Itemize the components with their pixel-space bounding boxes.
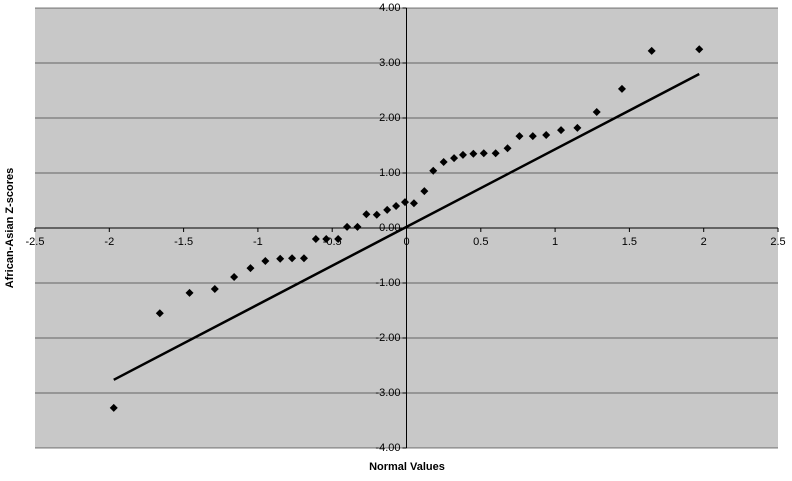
data-point bbox=[322, 235, 331, 243]
data-point bbox=[479, 149, 488, 158]
data-point bbox=[617, 84, 626, 93]
data-point bbox=[246, 264, 255, 273]
x-tick-label: 2 bbox=[701, 236, 707, 248]
y-axis-title: African-Asian Z-scores bbox=[4, 168, 16, 288]
data-point bbox=[409, 199, 418, 208]
data-point bbox=[542, 131, 551, 140]
data-point bbox=[155, 309, 164, 318]
y-tick-label: -3.00 bbox=[375, 387, 400, 399]
data-point bbox=[210, 285, 219, 294]
data-point bbox=[515, 132, 524, 141]
data-point bbox=[276, 254, 285, 263]
data-point bbox=[491, 149, 500, 158]
x-tick-label: 1.5 bbox=[622, 236, 637, 248]
data-point bbox=[573, 123, 582, 132]
y-tick-label: -4.00 bbox=[375, 442, 400, 454]
data-point bbox=[299, 254, 308, 263]
data-point bbox=[230, 272, 239, 281]
data-point bbox=[695, 45, 704, 54]
data-point bbox=[392, 202, 401, 210]
data-point bbox=[592, 107, 601, 116]
data-point bbox=[311, 235, 320, 243]
data-point bbox=[557, 126, 566, 135]
data-point bbox=[334, 235, 343, 243]
data-point bbox=[439, 158, 448, 166]
data-point bbox=[372, 210, 381, 219]
data-point bbox=[503, 144, 512, 153]
x-tick-label: -1 bbox=[253, 236, 263, 248]
y-tick-label: 4.00 bbox=[379, 2, 400, 14]
data-point bbox=[528, 132, 537, 141]
fit-line bbox=[113, 72, 700, 381]
data-point bbox=[429, 166, 438, 175]
data-point bbox=[288, 254, 297, 263]
data-point bbox=[420, 187, 429, 196]
data-point bbox=[450, 154, 459, 163]
data-point bbox=[343, 222, 352, 231]
x-tick-label: -1.5 bbox=[174, 236, 193, 248]
data-point bbox=[401, 198, 410, 207]
data-point bbox=[109, 403, 118, 412]
y-tick-label: 3.00 bbox=[379, 57, 400, 69]
data-point bbox=[647, 46, 656, 55]
data-point bbox=[261, 257, 270, 265]
y-tick-label: 1.00 bbox=[379, 167, 400, 179]
x-tick-label: -2.5 bbox=[26, 236, 45, 248]
data-point bbox=[469, 149, 478, 158]
y-tick-label: -2.00 bbox=[375, 332, 400, 344]
x-tick-label: -2 bbox=[104, 236, 114, 248]
data-point bbox=[353, 222, 362, 231]
data-point bbox=[362, 210, 371, 219]
x-tick-label: 1 bbox=[552, 236, 558, 248]
data-point bbox=[185, 288, 194, 297]
x-tick-label: 2.5 bbox=[770, 236, 785, 248]
data-point bbox=[458, 150, 467, 159]
y-tick-label: 2.00 bbox=[379, 112, 400, 124]
y-tick-label: -1.00 bbox=[375, 277, 400, 289]
x-axis-title: Normal Values bbox=[369, 461, 445, 473]
data-point bbox=[383, 205, 392, 214]
x-tick-label: 0.5 bbox=[473, 236, 488, 248]
